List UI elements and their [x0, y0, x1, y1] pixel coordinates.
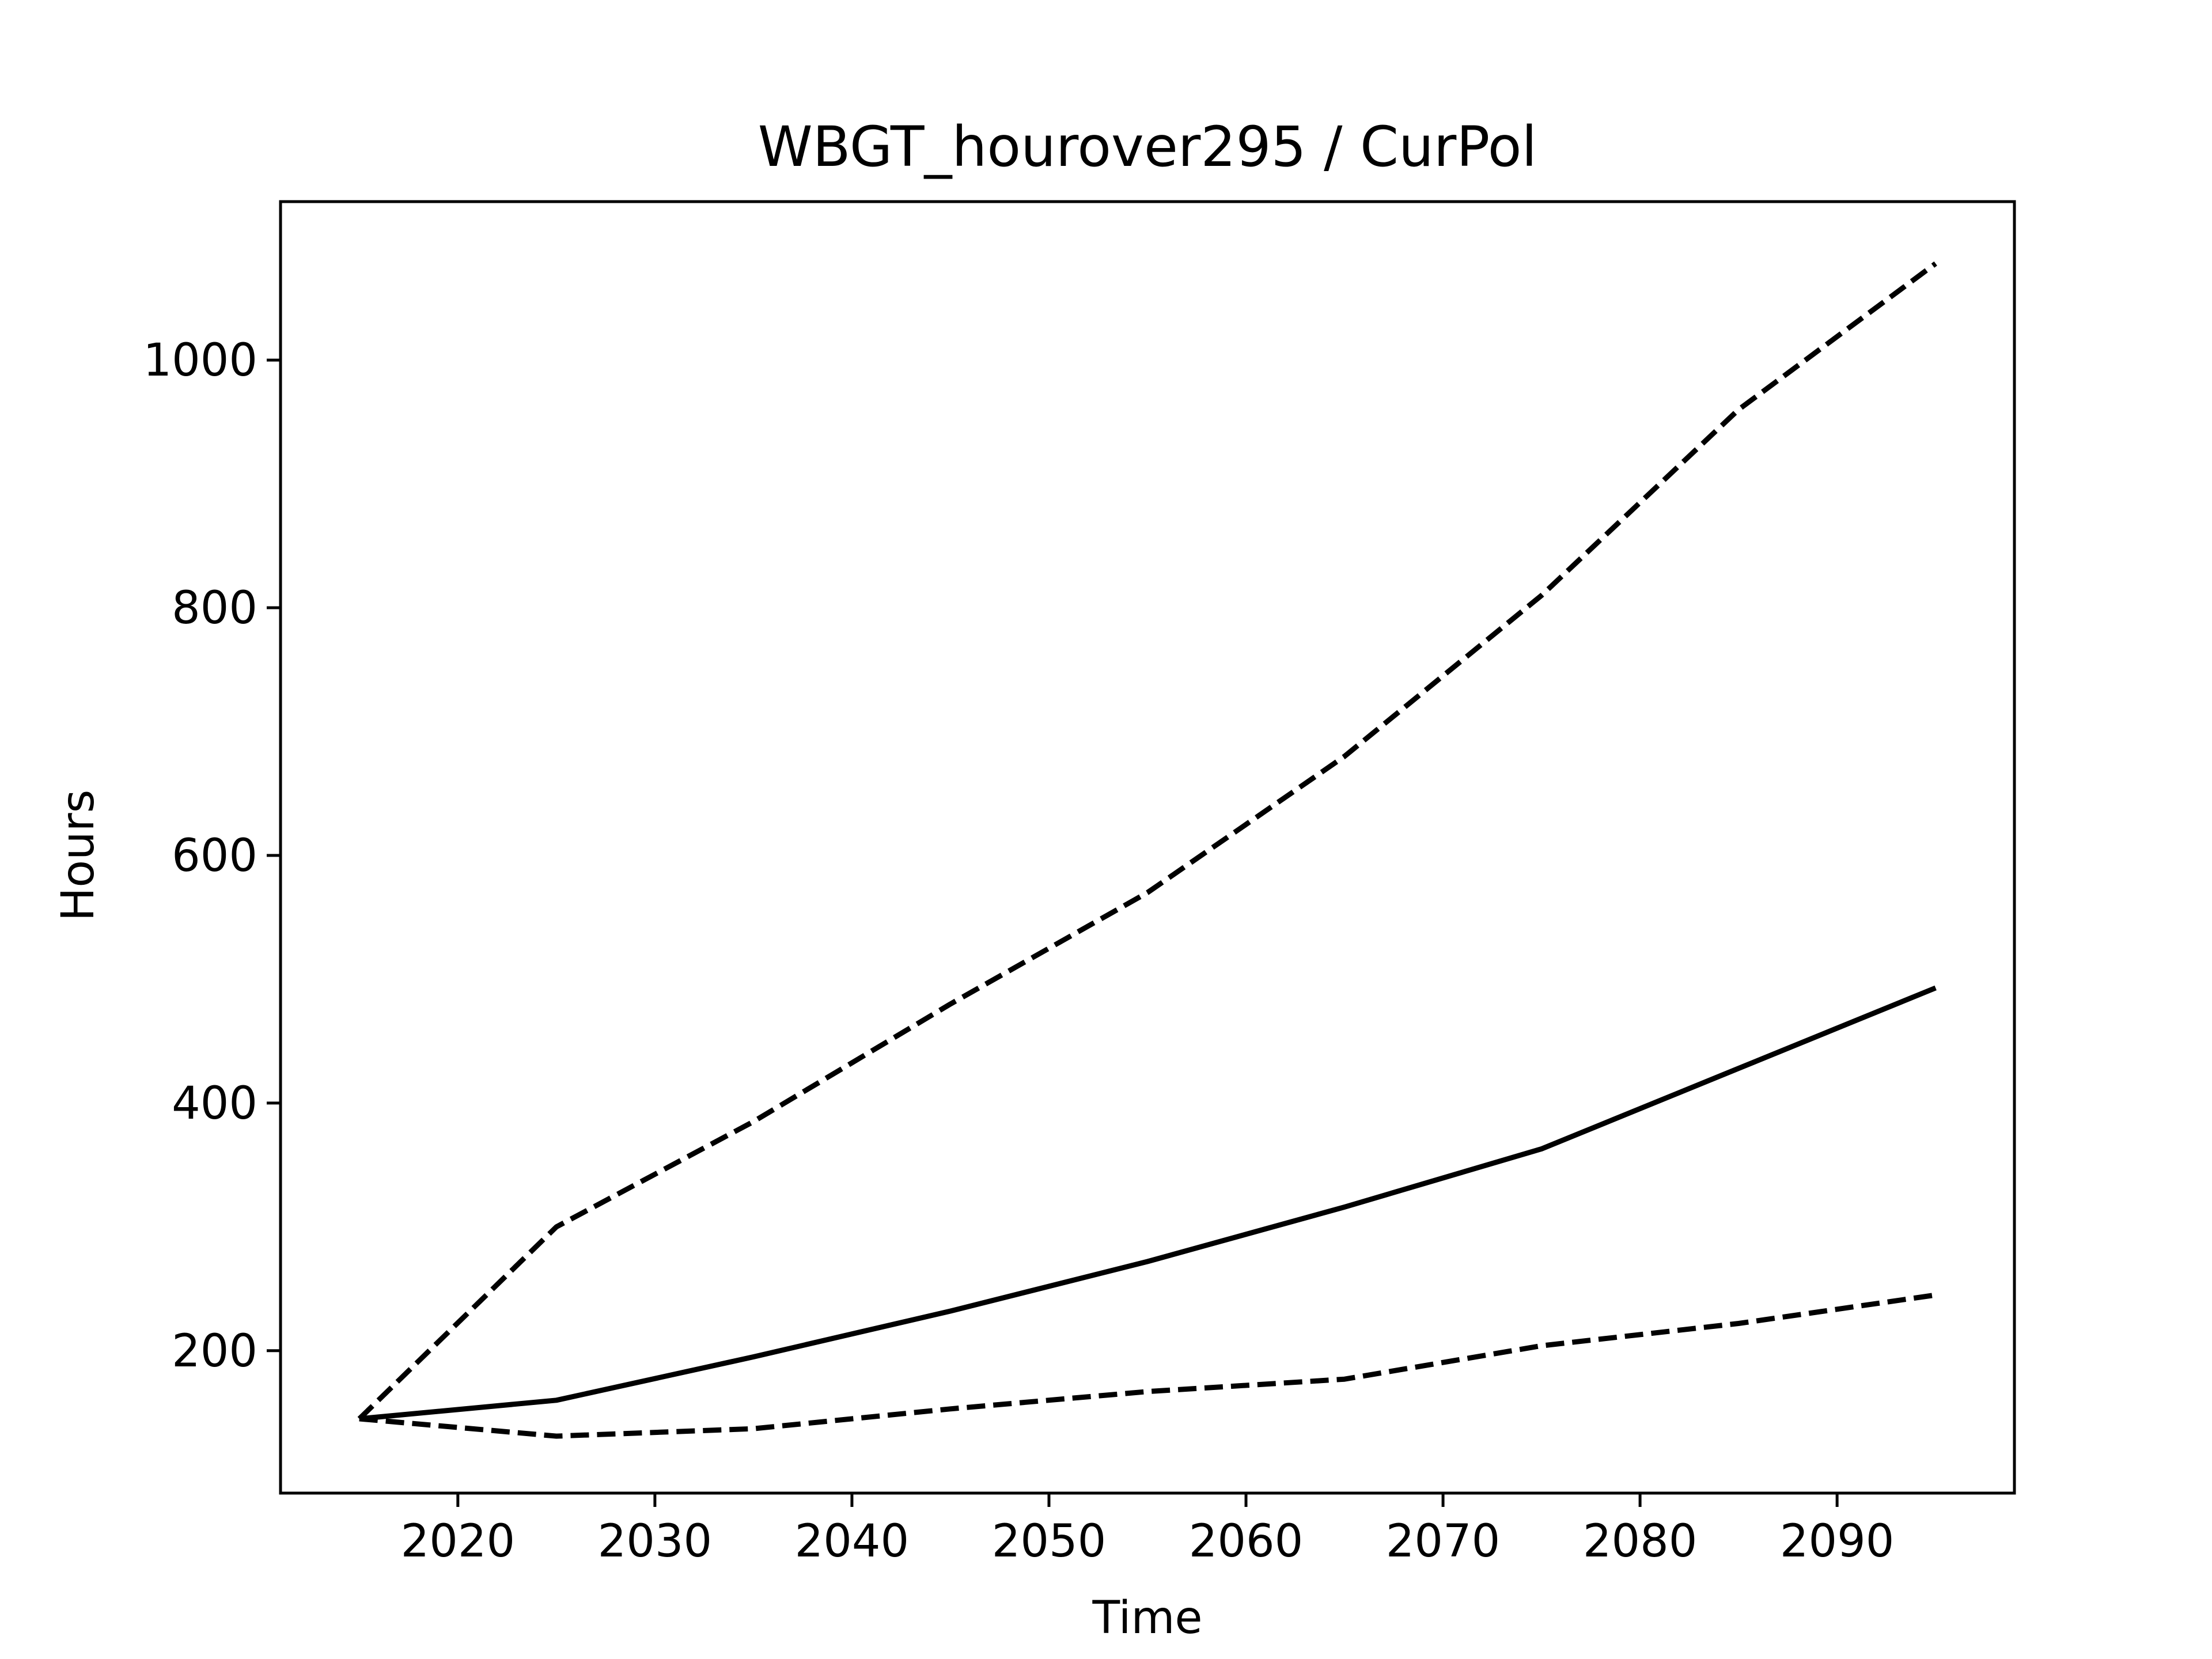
y-tick-label-600: 600	[172, 830, 257, 882]
x-tick-label-2070: 2070	[1386, 1516, 1501, 1567]
series-line-upper-dashed	[357, 261, 1937, 1421]
ticks-layer: 2020 2030 2040 2050 2060 2070 2080 2090 200 400 60…	[143, 335, 1894, 1567]
series-layer	[357, 261, 1937, 1439]
y-tick-label-800: 800	[172, 582, 257, 634]
x-tick-label-2080: 2080	[1583, 1516, 1698, 1567]
y-tick-label-1000: 1000	[143, 335, 257, 387]
y-tick-label-200: 200	[172, 1325, 257, 1377]
x-tick-label-2060: 2060	[1189, 1516, 1304, 1567]
y-tick-label-400: 400	[172, 1078, 257, 1130]
series-line-median-solid	[359, 985, 1937, 1422]
x-axis-label: Time	[1092, 1592, 1203, 1644]
x-tick-label-2090: 2090	[1780, 1516, 1895, 1567]
plot-area-frame	[279, 200, 2016, 1495]
x-tick-label-2040: 2040	[795, 1516, 910, 1567]
chart-title: WBGT_hourover295 / CurPol	[758, 115, 1537, 179]
x-tick-label-2020: 2020	[401, 1516, 516, 1567]
y-axis-label: Hours	[52, 790, 104, 922]
x-tick-label-2030: 2030	[598, 1516, 713, 1567]
x-tick-label-2050: 2050	[992, 1516, 1107, 1567]
